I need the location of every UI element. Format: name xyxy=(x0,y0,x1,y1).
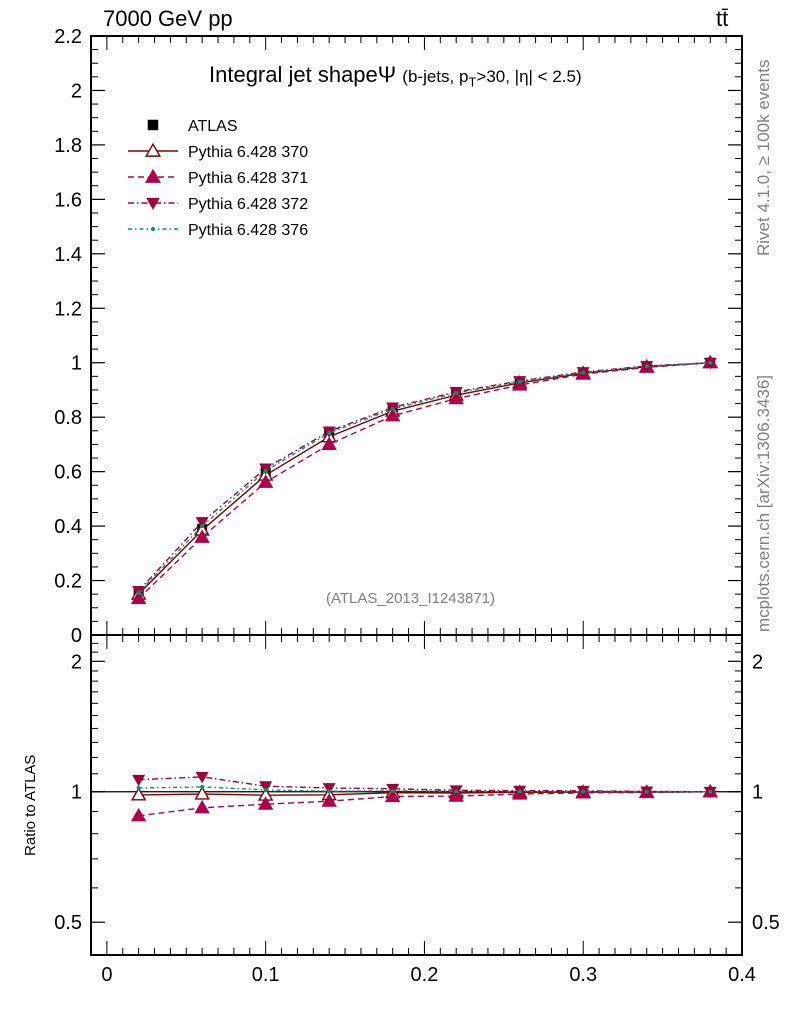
main-point-pythia-6-428-376-5 xyxy=(454,390,459,395)
main-ytick-label-8: 1.6 xyxy=(54,189,82,211)
legend-label-pythia-6-428-370: Pythia 6.428 370 xyxy=(188,144,308,161)
xtick-label-1: 0.1 xyxy=(252,964,280,986)
ratio-line-pythia-6-428-371 xyxy=(138,791,711,817)
tick-labels: 0 0.2 0.4 0.6 0.8 1 1.2 1.4 1.6 1.8 2 2.2 0 0.1 0.2 0.3… xyxy=(54,26,780,986)
xtick-label-2: 0.2 xyxy=(411,964,439,986)
ratio-ytick-label-right-2: 2 xyxy=(752,651,763,673)
title-cuts: (b-jets, pT>30, |η| < 2.5) xyxy=(402,67,582,90)
legend: ATLAS Pythia 6.428 370 Pythia 6.428 371 Pyt… xyxy=(128,118,308,239)
main-ytick-label-11: 2.2 xyxy=(54,26,82,48)
xtick-label-4: 0.4 xyxy=(728,964,756,986)
main-ytick-label-0: 0 xyxy=(71,625,82,647)
ratio-panel-frame xyxy=(90,634,743,956)
legend-marker-pythia-6-428-372 xyxy=(146,197,160,210)
main-point-pythia-6-428-376-6 xyxy=(517,379,522,384)
legend-marker-pythia-6-428-371 xyxy=(144,168,162,183)
ratio-ytick-label-right-0: 0.5 xyxy=(752,912,780,934)
main-line-pythia-6-428-371 xyxy=(138,362,711,600)
main-point-pythia-6-428-376-9 xyxy=(708,360,713,365)
title-main: Integral jet shapeΨ xyxy=(209,62,397,87)
main-point-pythia-6-428-376-7 xyxy=(581,370,586,375)
ratio-line-pythia-6-428-376 xyxy=(138,786,711,793)
ratio-point-pythia-6-428-371-4 xyxy=(384,788,401,803)
ratio-point-pythia-6-428-372-0 xyxy=(132,774,146,787)
main-line-pythia-6-428-376 xyxy=(138,362,711,594)
ratio-point-pythia-6-428-376-5 xyxy=(454,789,459,794)
ratio-point-pythia-6-428-372-2 xyxy=(259,781,273,793)
ratio-point-pythia-6-428-370-1 xyxy=(194,786,210,800)
analysis-watermark: (ATLAS_2013_I1243871) xyxy=(326,590,496,607)
plot-title: Integral jet shapeΨ (b-jets, pT>30, |η| … xyxy=(209,62,582,89)
ratio-point-pythia-6-428-372-1 xyxy=(195,772,209,784)
process-label: tt̄ xyxy=(716,6,729,31)
main-series xyxy=(130,354,718,605)
main-point-pythia-6-428-376-4 xyxy=(390,407,395,412)
main-ytick-label-4: 0.8 xyxy=(54,407,82,429)
ratio-ytick-label-1: 1 xyxy=(71,782,82,804)
mcplots-label: mcplots.cern.ch [arXiv:1306.3436] xyxy=(754,374,773,632)
main-ytick-label-7: 1.4 xyxy=(54,244,82,266)
main-line-pythia-6-428-372 xyxy=(138,362,711,592)
ratio-point-pythia-6-428-371-1 xyxy=(194,799,210,814)
main-point-pythia-6-428-371-1 xyxy=(194,529,210,543)
ratio-point-pythia-6-428-376-4 xyxy=(390,788,395,793)
ratio-point-pythia-6-428-371-0 xyxy=(130,807,147,822)
legend-label-pythia-6-428-371: Pythia 6.428 371 xyxy=(188,170,308,187)
ratio-point-pythia-6-428-376-1 xyxy=(200,784,205,789)
ratio-line-pythia-6-428-370 xyxy=(138,791,711,796)
ratio-ylabel: Ratio to ATLAS xyxy=(22,754,39,856)
rivet-version-label: Rivet 4.1.0, ≥ 100k events xyxy=(754,59,773,256)
ratio-point-pythia-6-428-376-3 xyxy=(327,789,332,794)
main-point-pythia-6-428-376-3 xyxy=(327,430,332,435)
main-ytick-label-6: 1.2 xyxy=(54,298,82,320)
ratio-point-pythia-6-428-376-8 xyxy=(644,789,649,794)
ratio-line-pythia-6-428-372 xyxy=(138,776,711,793)
ratio-point-pythia-6-428-376-6 xyxy=(517,789,522,794)
ratio-point-pythia-6-428-376-0 xyxy=(136,786,141,791)
legend-label-pythia-6-428-372: Pythia 6.428 372 xyxy=(188,196,308,213)
main-axis-ticks xyxy=(91,35,743,636)
ratio-point-pythia-6-428-376-9 xyxy=(708,789,713,794)
xtick-label-0: 0 xyxy=(101,964,112,986)
main-ytick-label-3: 0.6 xyxy=(54,462,82,484)
legend-label-pythia-6-428-376: Pythia 6.428 376 xyxy=(188,222,308,239)
legend-marker-pythia-6-428-370 xyxy=(144,142,162,157)
main-point-pythia-6-428-371-4 xyxy=(384,407,401,422)
legend-marker-atlas xyxy=(147,119,159,131)
main-point-pythia-6-428-376-8 xyxy=(644,364,649,369)
ratio-point-pythia-6-428-376-2 xyxy=(263,787,268,792)
main-ytick-label-9: 1.8 xyxy=(54,135,82,157)
main-point-pythia-6-428-372-1 xyxy=(195,517,209,529)
ratio-ytick-label-right-1: 1 xyxy=(752,782,763,804)
ratio-point-pythia-6-428-371-2 xyxy=(257,796,274,810)
ratio-point-pythia-6-428-371-3 xyxy=(321,793,337,807)
ratio-point-pythia-6-428-372-3 xyxy=(322,783,336,795)
xtick-label-3: 0.3 xyxy=(569,964,597,986)
main-ytick-label-1: 0.2 xyxy=(54,571,82,593)
main-point-pythia-6-428-376-1 xyxy=(200,524,205,529)
main-ytick-label-2: 0.4 xyxy=(54,516,82,538)
main-point-pythia-6-428-376-0 xyxy=(136,590,141,595)
legend-marker-pythia-6-428-376 xyxy=(151,227,155,231)
main-point-pythia-6-428-371-2 xyxy=(257,474,274,488)
main-line-pythia-6-428-370 xyxy=(138,362,711,595)
main-point-pythia-6-428-371-0 xyxy=(130,590,147,605)
legend-label-atlas: ATLAS xyxy=(188,118,238,135)
main-ytick-label-10: 2 xyxy=(71,80,82,102)
energy-label: 7000 GeV pp xyxy=(103,6,233,31)
ratio-point-pythia-6-428-376-7 xyxy=(581,789,586,794)
main-point-pythia-6-428-371-3 xyxy=(321,436,337,450)
ratio-ytick-label-2: 2 xyxy=(71,651,82,673)
main-ytick-label-5: 1 xyxy=(71,353,82,375)
ratio-point-pythia-6-428-370-0 xyxy=(130,787,147,801)
ratio-ytick-label-0: 0.5 xyxy=(54,912,82,934)
ratio-series xyxy=(91,772,742,822)
main-point-pythia-6-428-376-2 xyxy=(263,468,268,473)
